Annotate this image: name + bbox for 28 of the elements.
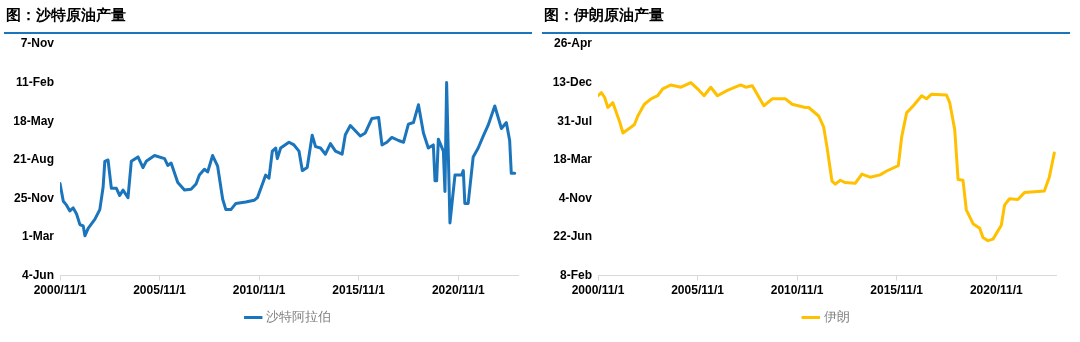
x-tick-label: 2000/11/1 bbox=[33, 283, 87, 298]
text: 1-Mar bbox=[21, 229, 55, 244]
x-tick-label: 2005/11/1 bbox=[133, 283, 187, 298]
text: 31-Jul bbox=[557, 113, 592, 128]
text: 4-Jun bbox=[21, 267, 54, 282]
chart-title: 图：沙特原油产量 bbox=[4, 4, 532, 34]
x-tick-label: 2020/11/1 bbox=[431, 283, 485, 298]
x-tick-label: 2020/11/1 bbox=[969, 283, 1023, 298]
x-tick-label: 2005/11/1 bbox=[671, 283, 725, 298]
text: 8-Feb bbox=[559, 267, 592, 282]
text: 7-Nov bbox=[20, 36, 55, 51]
chart-title: 图：伊朗原油产量 bbox=[542, 4, 1070, 34]
text: 11-Feb bbox=[15, 74, 54, 89]
text: 18-May bbox=[13, 113, 55, 128]
legend-label: 伊朗 bbox=[823, 309, 850, 325]
text: 25-Nov bbox=[13, 190, 55, 205]
text: 4-Nov bbox=[558, 190, 593, 205]
x-tick-label: 2015/11/1 bbox=[870, 283, 924, 298]
text: 13-Dec bbox=[552, 74, 593, 89]
x-tick-label: 2015/11/1 bbox=[332, 283, 386, 298]
x-tick-label: 2010/11/1 bbox=[770, 283, 824, 298]
text: 21-Aug bbox=[13, 152, 54, 167]
x-tick-label: 2000/11/1 bbox=[571, 283, 625, 298]
text: 18-Mar bbox=[553, 152, 593, 167]
text: 26-Apr bbox=[553, 36, 593, 51]
legend-label: 沙特阿拉伯 bbox=[266, 309, 332, 325]
text: 22-Jun bbox=[553, 229, 592, 244]
x-tick-label: 2010/11/1 bbox=[232, 283, 286, 298]
